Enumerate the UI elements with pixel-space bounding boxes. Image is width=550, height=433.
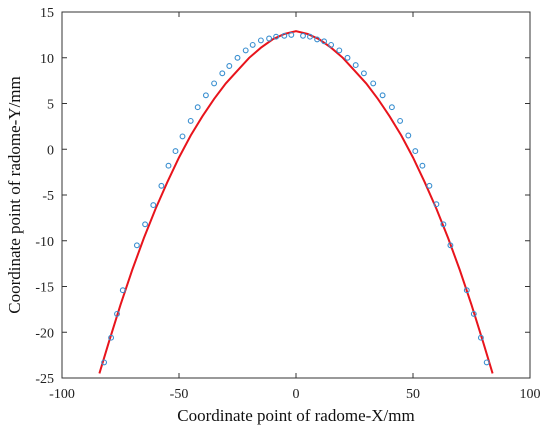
measured-point	[234, 54, 241, 61]
measured-point	[219, 70, 226, 77]
measured-point	[179, 133, 186, 140]
measured-point	[300, 32, 306, 39]
y-tick-label: 10	[40, 52, 54, 67]
measured-point	[142, 221, 149, 228]
measured-point	[242, 47, 249, 54]
y-tick-label: -25	[35, 372, 54, 387]
measured-point	[352, 62, 359, 69]
measured-point	[194, 104, 201, 111]
y-tick-label: 0	[47, 143, 54, 158]
measured-point	[328, 41, 335, 48]
measured-point	[314, 36, 321, 43]
measured-point	[150, 202, 157, 209]
y-tick-label: -15	[35, 281, 54, 296]
x-tick-label: 50	[406, 387, 420, 402]
measured-point	[477, 334, 484, 341]
measured-point	[344, 54, 351, 61]
y-tick-label: 15	[40, 6, 54, 21]
measured-point	[114, 310, 120, 317]
measured-point	[463, 287, 470, 294]
measured-point	[202, 92, 209, 99]
measured-point	[165, 162, 172, 169]
measured-point	[307, 33, 313, 40]
measured-point	[470, 310, 477, 317]
y-tick-label: -20	[35, 326, 54, 341]
measured-point	[119, 287, 126, 294]
measured-point	[336, 47, 343, 54]
measured-point	[172, 148, 179, 155]
fitted-curve-line	[98, 30, 494, 374]
measured-point	[433, 201, 440, 208]
measured-point	[379, 92, 386, 99]
measured-point	[288, 31, 295, 38]
measured-point	[266, 35, 273, 42]
measured-point	[419, 162, 426, 169]
measured-point	[211, 80, 218, 87]
measured-point	[133, 242, 140, 249]
measured-point	[101, 359, 108, 366]
measured-point	[370, 80, 377, 87]
measured-point	[360, 70, 367, 77]
x-tick-label: 0	[293, 387, 300, 402]
measured-point	[257, 37, 264, 44]
y-axis-label: Coordinate point of radome-Y/mm	[5, 76, 24, 313]
measured-point	[412, 148, 419, 155]
y-axis-ticks: 15 10 5 0 -5 -10 -15 -20 -25	[35, 6, 530, 387]
x-axis-label: Coordinate point of radome-X/mm	[177, 406, 414, 425]
measured-point	[388, 104, 395, 111]
y-tick-label: 5	[47, 98, 54, 113]
measured-point	[249, 41, 256, 48]
measured-point	[405, 132, 412, 139]
y-tick-label: -5	[42, 189, 54, 204]
measured-point	[187, 117, 194, 124]
measured-point	[440, 221, 447, 228]
x-axis-ticks: -100 -50 0 50 100	[49, 12, 541, 402]
x-tick-label: 100	[520, 387, 541, 402]
measured-point	[158, 182, 165, 189]
x-tick-label: -100	[49, 387, 75, 402]
measured-point	[483, 359, 490, 366]
measured-point	[447, 242, 454, 249]
measured-point	[226, 63, 233, 69]
measured-point	[321, 38, 328, 45]
y-tick-label: -10	[35, 235, 54, 250]
plot-frame	[61, 11, 531, 379]
measured-point	[397, 117, 404, 124]
measured-point	[273, 33, 280, 40]
measured-point	[108, 334, 115, 341]
measured-point	[426, 182, 433, 189]
measured-points	[101, 31, 490, 366]
measured-point	[281, 32, 288, 39]
x-tick-label: -50	[170, 387, 189, 402]
